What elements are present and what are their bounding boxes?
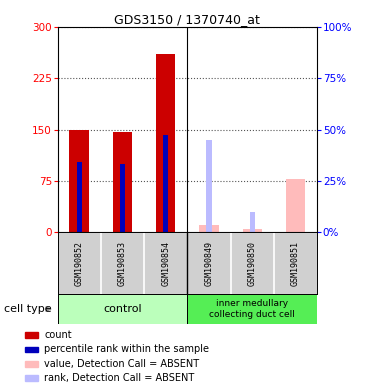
Text: value, Detection Call = ABSENT: value, Detection Call = ABSENT bbox=[45, 359, 200, 369]
Bar bbox=[120, 164, 125, 232]
Title: GDS3150 / 1370740_at: GDS3150 / 1370740_at bbox=[114, 13, 260, 26]
Text: inner medullary
collecting duct cell: inner medullary collecting duct cell bbox=[209, 299, 295, 319]
Bar bbox=[163, 135, 168, 232]
Text: count: count bbox=[45, 330, 72, 340]
Bar bbox=[26, 375, 37, 381]
Text: cell type: cell type bbox=[4, 304, 51, 314]
Bar bbox=[69, 129, 89, 232]
Bar bbox=[58, 294, 187, 324]
Bar bbox=[26, 346, 37, 353]
Bar bbox=[187, 294, 317, 324]
Bar bbox=[250, 212, 255, 232]
Bar bbox=[113, 132, 132, 232]
Bar bbox=[26, 361, 37, 367]
Bar bbox=[156, 54, 175, 232]
Bar bbox=[206, 140, 211, 232]
Bar bbox=[26, 332, 37, 338]
Text: GSM190854: GSM190854 bbox=[161, 240, 170, 286]
Bar bbox=[199, 225, 219, 232]
Text: GSM190849: GSM190849 bbox=[204, 240, 213, 286]
Text: control: control bbox=[103, 304, 142, 314]
Text: percentile rank within the sample: percentile rank within the sample bbox=[45, 344, 209, 354]
Bar bbox=[243, 229, 262, 232]
Text: GSM190851: GSM190851 bbox=[291, 240, 300, 286]
Text: GSM190852: GSM190852 bbox=[75, 240, 83, 286]
Bar bbox=[286, 179, 305, 232]
Bar bbox=[76, 162, 82, 232]
Text: GSM190853: GSM190853 bbox=[118, 240, 127, 286]
Text: rank, Detection Call = ABSENT: rank, Detection Call = ABSENT bbox=[45, 373, 195, 383]
Text: GSM190850: GSM190850 bbox=[248, 240, 257, 286]
